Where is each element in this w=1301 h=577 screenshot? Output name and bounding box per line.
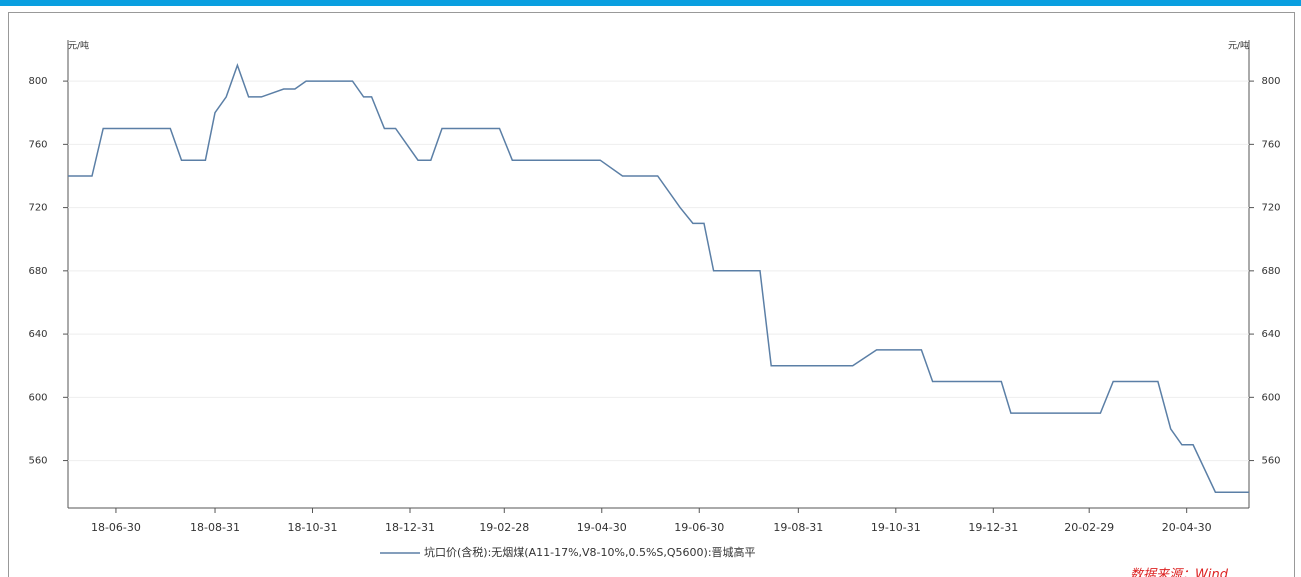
y-tick-label-right: 720 xyxy=(1261,203,1280,214)
series-line xyxy=(68,63,1249,493)
y-tick-label: 800 xyxy=(28,76,47,87)
x-tick-label: 20-04-30 xyxy=(1162,521,1212,534)
x-tick-label: 19-12-31 xyxy=(968,521,1018,534)
x-tick-label: 18-10-31 xyxy=(288,521,338,534)
x-tick-label: 20-02-29 xyxy=(1064,521,1114,534)
x-tick-label: 18-08-31 xyxy=(190,521,240,534)
x-tick-label: 19-06-30 xyxy=(674,521,724,534)
y-tick-label-right: 560 xyxy=(1261,456,1280,467)
y-tick-label-right: 640 xyxy=(1261,329,1280,340)
y-tick-label: 680 xyxy=(28,266,47,277)
top-bar xyxy=(0,0,1301,6)
y-tick-label-right: 760 xyxy=(1261,139,1280,150)
x-tick-label: 19-08-31 xyxy=(773,521,823,534)
legend-label: 坑口价(含税):无烟煤(A11-17%,V8-10%,0.5%S,Q5600):… xyxy=(424,545,756,559)
y-unit: 元/吨 xyxy=(68,40,89,52)
y-tick-label: 640 xyxy=(28,329,47,340)
y-tick-label-right: 600 xyxy=(1261,392,1280,403)
x-tick-label: 19-10-31 xyxy=(871,521,921,534)
x-tick-label: 18-12-31 xyxy=(385,521,435,534)
y-tick-label: 560 xyxy=(28,456,47,467)
y-tick-label: 720 xyxy=(28,203,47,214)
y-tick-label-right: 800 xyxy=(1261,76,1280,87)
y-unit-right: 元/吨 xyxy=(1228,40,1249,52)
source-note: 数据来源：Wind xyxy=(1130,568,1229,577)
y-tick-label: 600 xyxy=(28,392,47,403)
frame xyxy=(8,12,1295,577)
y-tick-label: 760 xyxy=(28,139,47,150)
x-tick-label: 19-02-28 xyxy=(479,521,529,534)
x-tick-label: 18-06-30 xyxy=(91,521,141,534)
x-tick-label: 19-04-30 xyxy=(577,521,627,534)
y-tick-label-right: 680 xyxy=(1261,266,1280,277)
